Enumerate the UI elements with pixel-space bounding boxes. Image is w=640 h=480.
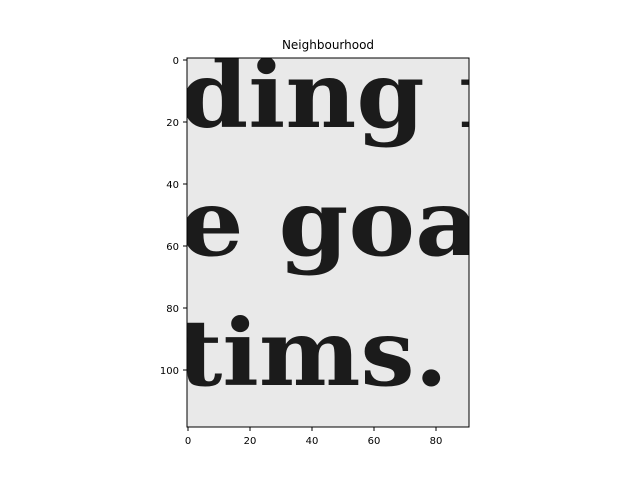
x-tick-label: 80 xyxy=(430,436,443,447)
image-text-line-2: e goa xyxy=(180,169,480,277)
y-tick-label: 100 xyxy=(160,366,179,377)
y-tick-label: 0 xyxy=(173,56,179,67)
image-panel: ding r e goa tims. xyxy=(178,41,512,427)
y-tick-label: 20 xyxy=(166,118,179,129)
y-axis: 0 20 40 60 80 100 xyxy=(160,56,187,377)
y-tick-label: 60 xyxy=(166,242,179,253)
y-tick-label: 40 xyxy=(166,180,179,191)
image-background xyxy=(187,58,469,427)
y-tick-label: 80 xyxy=(166,304,179,315)
image-text-line-3: tims. xyxy=(178,299,448,407)
x-tick-label: 60 xyxy=(368,436,381,447)
image-text-line-1: ding r xyxy=(180,41,512,149)
x-axis: 0 20 40 60 80 xyxy=(185,427,443,447)
axes-frame xyxy=(186,57,470,428)
x-tick-label: 0 xyxy=(185,436,191,447)
figure-title: Neighbourhood xyxy=(282,38,374,52)
x-tick-label: 20 xyxy=(244,436,257,447)
x-tick-label: 40 xyxy=(306,436,319,447)
